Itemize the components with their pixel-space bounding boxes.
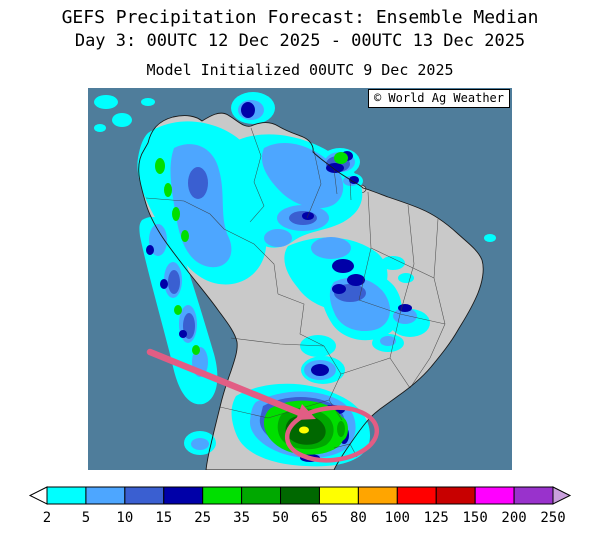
colorbar-segment-15 xyxy=(163,486,204,505)
colorbar-tick-15: 15 xyxy=(155,510,172,526)
map-graphic xyxy=(88,88,512,470)
annotation-arrow-shaft xyxy=(146,348,304,417)
colorbar-segment-80 xyxy=(357,486,398,505)
model-init-label: Model Initialized 00UTC 9 Dec 2025 xyxy=(146,61,454,79)
forecast-map: © World Ag Weather xyxy=(88,88,512,470)
colorbar-right-tip xyxy=(552,486,572,505)
colorbar-tick-35: 35 xyxy=(233,510,250,526)
colorbar-tick-125: 125 xyxy=(424,510,449,526)
colorbar-segment-25 xyxy=(202,486,243,505)
colorbar-graphic: 2 5 10 15 25 35 50 65 80 100 125 150 200 250 xyxy=(28,486,572,526)
colorbar-segment-5 xyxy=(85,486,126,505)
copyright-badge: © World Ag Weather xyxy=(367,89,510,108)
colorbar-left-tip xyxy=(28,486,48,505)
colorbar-segment-125 xyxy=(435,486,476,505)
colorbar-tick-50: 50 xyxy=(272,510,289,526)
colorbar-tick-250: 250 xyxy=(540,510,565,526)
colorbar-tick-150: 150 xyxy=(463,510,488,526)
annotation-highlight-ellipse xyxy=(284,405,380,463)
colorbar-tick-5: 5 xyxy=(82,510,90,526)
colorbar-segment-200 xyxy=(513,486,554,505)
colorbar-segment-35 xyxy=(241,486,282,505)
colorbar-segment-10 xyxy=(124,486,165,505)
precip-layer-65mm xyxy=(299,426,309,434)
precip-colorbar: 2 5 10 15 25 35 50 65 80 100 125 150 200 250 xyxy=(0,484,600,544)
colorbar-segment-65 xyxy=(318,486,359,505)
colorbar-tick-200: 200 xyxy=(501,510,526,526)
colorbar-tick-100: 100 xyxy=(385,510,410,526)
colorbar-tick-65: 65 xyxy=(311,510,328,526)
colorbar-tick-10: 10 xyxy=(116,510,133,526)
colorbar-segment-150 xyxy=(474,486,515,505)
colorbar-tick-80: 80 xyxy=(350,510,367,526)
colorbar-segment-100 xyxy=(396,486,437,505)
page-title: GEFS Precipitation Forecast: Ensemble Me… xyxy=(61,7,539,28)
colorbar-tick-25: 25 xyxy=(194,510,211,526)
colorbar-segment-2 xyxy=(46,486,87,505)
country-borders xyxy=(145,127,446,458)
annotations xyxy=(146,348,380,463)
colorbar-tick-2: 2 xyxy=(43,510,51,526)
page-subtitle: Day 3: 00UTC 12 Dec 2025 - 00UTC 13 Dec … xyxy=(74,31,526,51)
colorbar-segment-50 xyxy=(280,486,320,505)
